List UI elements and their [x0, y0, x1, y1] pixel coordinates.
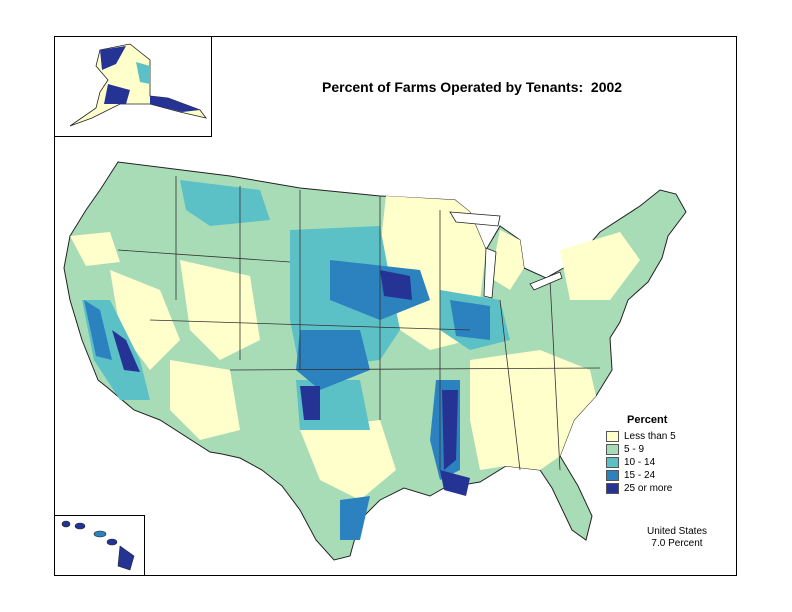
- map-title: Percent of Farms Operated by Tenants: 20…: [322, 79, 623, 95]
- region-less-than-5-texas: [300, 420, 396, 500]
- region-25-or-more-california: [112, 330, 140, 372]
- legend-swatch: [606, 430, 619, 442]
- region-less-than-5-northeast: [560, 232, 640, 300]
- national-summary-note: United States 7.0 Percent: [630, 526, 724, 550]
- note-line-1: United States: [646, 526, 708, 537]
- lake-superior: [449, 211, 501, 227]
- hawaii-inset-map: [61, 520, 135, 571]
- legend-item-15-24: 15 - 24: [606, 469, 655, 481]
- region-25-or-more-louisiana: [440, 470, 470, 496]
- legend-item-less-than-5: Less than 5: [606, 430, 676, 442]
- legend-swatch: [606, 456, 619, 468]
- region-less-than-5-southwest: [170, 360, 240, 440]
- legend-swatch: [606, 469, 619, 481]
- legend-label: 5 - 9: [624, 443, 645, 455]
- region-25-or-more-texas-panhandle: [300, 386, 320, 420]
- legend-item-5-9: 5 - 9: [606, 443, 644, 455]
- region-15-24-kansas-oklahoma: [296, 330, 370, 390]
- alaska-inset-map: [69, 43, 207, 127]
- region-25-or-more-iowa: [380, 270, 412, 300]
- region-10-14-montana: [180, 180, 270, 226]
- hawaii-inset-frame: [54, 515, 145, 576]
- region-15-24-texas-coast: [340, 496, 370, 540]
- region-15-24-california-valley: [84, 300, 112, 360]
- region-25-or-more-delta: [442, 390, 458, 470]
- lake-michigan: [483, 247, 497, 299]
- legend-swatch: [606, 443, 619, 455]
- legend-label: 10 - 14: [624, 456, 656, 468]
- legend-label: Less than 5: [624, 430, 676, 442]
- legend-label: 25 or more: [624, 482, 673, 494]
- alaska-inset-frame: [54, 36, 212, 137]
- legend-swatch: [606, 482, 619, 494]
- legend-label: 15 - 24: [624, 469, 656, 481]
- lake-erie: [529, 271, 563, 291]
- legend-title: Percent: [627, 414, 668, 426]
- region-less-than-5-southeast: [470, 350, 596, 470]
- region-less-than-5-pacific-nw: [70, 232, 120, 266]
- legend-item-10-14: 10 - 14: [606, 456, 655, 468]
- legend-item-25-or-more: 25 or more: [606, 482, 672, 494]
- region-less-than-5-michigan: [494, 230, 524, 290]
- region-15-24-indiana: [450, 300, 490, 340]
- note-line-2: 7.0 Percent: [651, 538, 703, 549]
- state-boundaries: [117, 176, 601, 471]
- region-less-than-5-great-basin: [110, 270, 180, 370]
